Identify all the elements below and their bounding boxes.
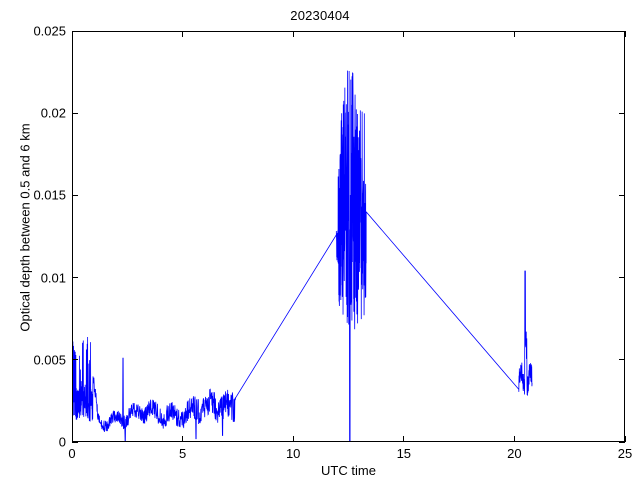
page-title: 20230404: [290, 8, 350, 23]
y-axis-tick: [619, 359, 625, 361]
y-axis-tick: [72, 112, 78, 114]
y-tick-label: 0: [58, 434, 66, 450]
y-axis-tick: [619, 112, 625, 114]
x-tick-label: 20: [507, 446, 522, 461]
x-axis-tick: [513, 436, 515, 442]
y-axis-tick: [72, 359, 78, 361]
data-series-plot: [72, 31, 625, 442]
y-tick-label: 0.01: [40, 270, 66, 286]
plot-axes: [72, 31, 625, 442]
x-axis-tick: [624, 31, 626, 37]
x-tick-label: 0: [68, 446, 76, 461]
x-axis-tick: [513, 31, 515, 37]
x-axis-tick: [292, 436, 294, 442]
optical-depth-trace: [72, 71, 532, 442]
y-axis-tick: [72, 194, 78, 196]
x-axis-tick: [292, 31, 294, 37]
y-axis-tick: [619, 441, 625, 443]
x-tick-label: 5: [178, 446, 187, 461]
y-axis-tick: [72, 441, 78, 443]
y-tick-label: 0.02: [40, 105, 66, 121]
y-axis-tick: [619, 30, 625, 32]
y-axis-label: Optical depth between 0.5 and 6 km: [17, 123, 33, 332]
y-axis-tick: [72, 30, 78, 32]
y-axis-tick: [72, 277, 78, 279]
x-axis-tick: [403, 436, 405, 442]
x-axis-tick: [71, 31, 73, 37]
x-tick-label: 25: [617, 446, 633, 461]
x-axis-label: UTC time: [321, 463, 376, 478]
y-tick-label: 0.025: [33, 23, 66, 39]
x-tick-label: 10: [285, 446, 301, 461]
y-tick-label: 0.005: [33, 352, 66, 368]
x-axis-tick: [182, 31, 184, 37]
y-axis-tick: [619, 194, 625, 196]
series-line-group: [72, 71, 532, 442]
x-axis-tick: [71, 436, 73, 442]
y-axis-tick: [619, 277, 625, 279]
x-tick-label: 15: [396, 446, 412, 461]
y-tick-label: 0.015: [33, 187, 66, 203]
x-axis-tick: [403, 31, 405, 37]
x-axis-tick: [624, 436, 626, 442]
x-axis-tick: [182, 436, 184, 442]
